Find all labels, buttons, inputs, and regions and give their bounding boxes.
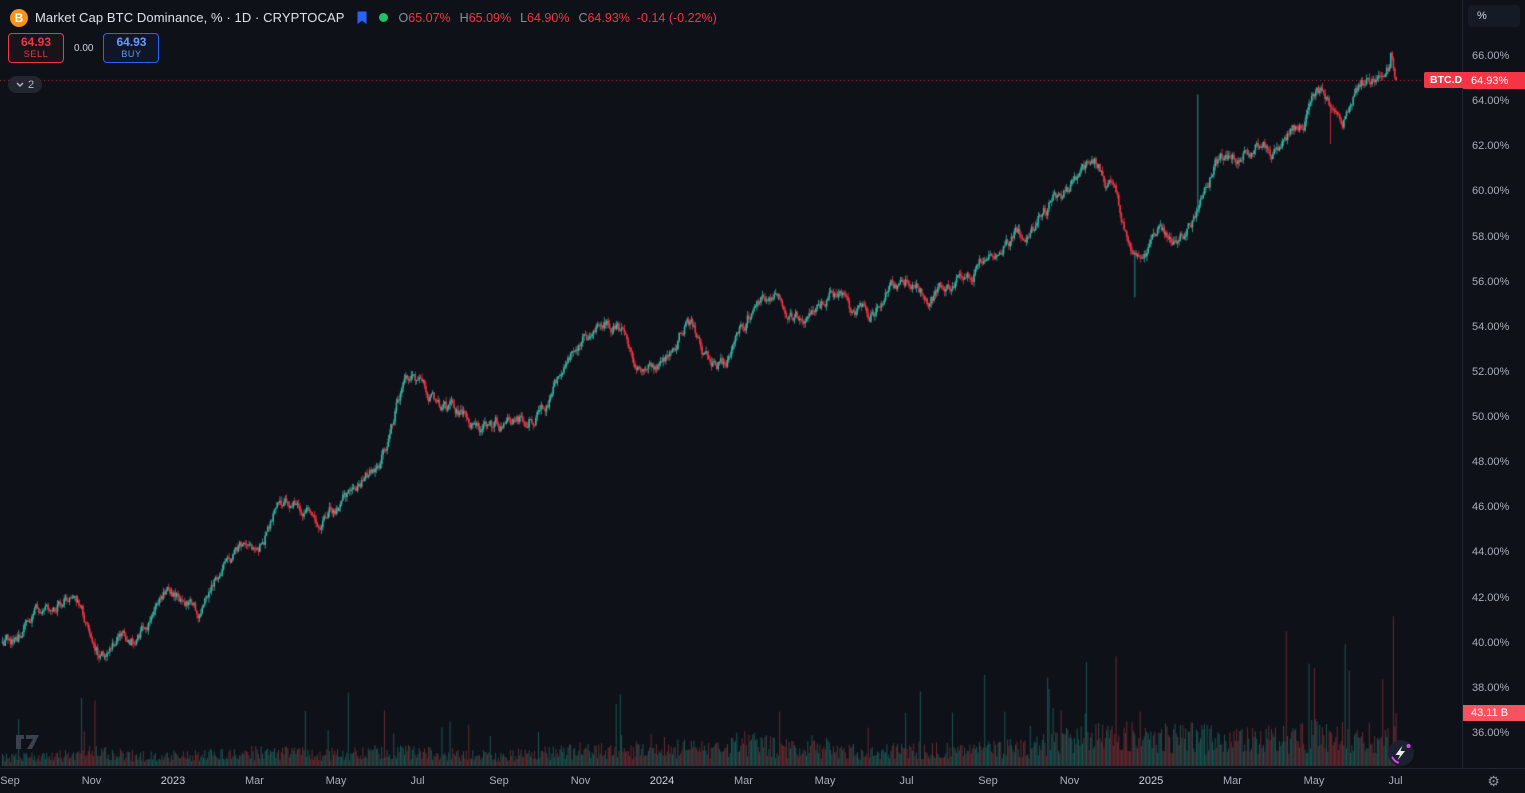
time-axis-tick: 2025 — [1138, 775, 1164, 787]
time-axis-tick: 2023 — [160, 775, 186, 787]
time-axis-tick: Sep — [0, 775, 20, 787]
price-axis-tick: 44.00% — [1472, 546, 1510, 559]
ohlc-l: L64.90% — [520, 10, 570, 25]
axis-corner: ⚙ — [1462, 768, 1525, 793]
sell-label: SELL — [23, 49, 49, 59]
price-axis-tick: 52.00% — [1472, 365, 1510, 378]
ohlc-o: O65.07% — [398, 10, 451, 25]
price-axis-tick: 40.00% — [1472, 636, 1510, 649]
time-axis-tick: Sep — [489, 775, 509, 787]
time-axis-tick: Jul — [899, 775, 914, 787]
buy-price: 64.93 — [116, 35, 147, 49]
price-axis-tick: 42.00% — [1472, 591, 1510, 604]
spread-value: 0.00 — [71, 41, 97, 55]
bitcoin-icon: B — [10, 8, 28, 27]
volume-tag: 43.11 B — [1463, 704, 1525, 721]
tradingview-logo-icon[interactable] — [14, 731, 48, 758]
symbol-tag: BTC.D — [1424, 72, 1469, 89]
price-axis-tick: 66.00% — [1472, 50, 1510, 62]
time-axis-tick: Mar — [1223, 775, 1242, 787]
ohlc-values: O65.07% H65.09% L64.90% C64.93% — [399, 11, 630, 25]
time-axis-tick: Mar — [245, 775, 264, 787]
time-axis-tick: Sep — [978, 775, 998, 787]
flag-icon[interactable] — [356, 11, 368, 25]
ohlc-h: H65.09% — [459, 10, 512, 25]
price-axis-tick: 50.00% — [1472, 411, 1510, 424]
price-axis-tick: 58.00% — [1472, 230, 1510, 243]
time-axis-tick: May — [814, 775, 836, 787]
chart-legend: B Market Cap BTC Dominance, % · 1D · CRY… — [10, 8, 717, 27]
candlestick-chart-canvas[interactable] — [0, 0, 1462, 768]
market-status-icon[interactable] — [378, 13, 388, 22]
chevron-down-icon — [16, 82, 24, 87]
time-axis-tick: 2024 — [649, 775, 675, 787]
time-axis-tick: Mar — [734, 775, 753, 787]
sell-price: 64.93 — [20, 35, 52, 49]
price-axis-tick: 62.00% — [1472, 140, 1510, 153]
price-axis-tick: 38.00% — [1472, 681, 1510, 694]
buy-button[interactable]: 64.93 BUY — [103, 33, 160, 63]
time-axis-tick: May — [325, 775, 347, 787]
ohlc-c: C64.93% — [578, 10, 630, 25]
price-axis[interactable]: % 64.93% 43.11 B 66.00% 64.00% 62.00% 60.00… — [1462, 0, 1525, 768]
price-axis-tick: 54.00% — [1472, 320, 1510, 333]
collapse-count: 2 — [28, 78, 35, 91]
price-axis-tick: 48.00% — [1472, 456, 1510, 469]
price-axis-tick: 46.00% — [1472, 501, 1510, 514]
time-axis-tick: Jul — [1388, 775, 1403, 787]
last-price-tag: 64.93% — [1463, 72, 1525, 90]
buy-label: BUY — [121, 49, 142, 59]
unit-percent-button[interactable]: % — [1468, 5, 1520, 27]
sell-button[interactable]: 64.93 SELL — [8, 33, 64, 63]
symbol-title[interactable]: Market Cap BTC Dominance, % · 1D · CRYPT… — [35, 10, 345, 25]
time-axis-tick: May — [1303, 775, 1325, 787]
boost-button[interactable] — [1388, 740, 1414, 766]
trade-panel: 64.93 SELL 0.00 64.93 BUY — [8, 33, 160, 63]
price-axis-tick: 64.00% — [1472, 95, 1510, 108]
time-axis-tick: Nov — [1059, 775, 1080, 787]
time-axis-tick: Nov — [81, 775, 102, 787]
time-axis-tick: Nov — [570, 775, 591, 787]
price-axis-tick: 56.00% — [1472, 275, 1510, 288]
price-axis-tick: 60.00% — [1472, 185, 1510, 198]
time-axis[interactable]: Sep Nov 2023 Mar May Jul Sep Nov 2024 Mar May Jul Se… — [0, 768, 1525, 793]
time-axis-tick: Jul — [410, 775, 425, 787]
legend-collapse-button[interactable]: 2 — [8, 76, 43, 93]
change-value: -0.14 (-0.22%) — [636, 10, 717, 25]
gear-icon[interactable]: ⚙ — [1487, 772, 1500, 789]
price-axis-tick: 36.00% — [1472, 727, 1510, 739]
